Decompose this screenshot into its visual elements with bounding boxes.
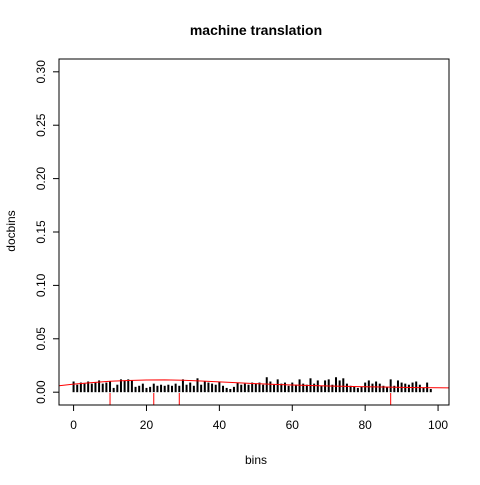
y-tick-label: 0.15: [34, 220, 48, 244]
x-tick-label: 100: [428, 418, 448, 432]
chart-title: machine translation: [190, 22, 322, 38]
plot-layer: [58, 377, 450, 405]
y-tick-label: 0.00: [34, 380, 48, 404]
x-tick-label: 80: [358, 418, 372, 432]
plot-frame: [58, 58, 450, 406]
x-axis-label: bins: [245, 453, 267, 467]
x-tick-label: 60: [286, 418, 300, 432]
x-tick-label: 0: [70, 418, 77, 432]
x-tick-label: 40: [213, 418, 227, 432]
y-tick-label: 0.05: [34, 327, 48, 351]
y-tick-label: 0.30: [34, 60, 48, 84]
y-axis-label: docbins: [4, 210, 18, 251]
density-curve: [58, 379, 450, 389]
y-tick-label: 0.25: [34, 113, 48, 137]
x-tick-label: 20: [140, 418, 154, 432]
y-tick-label: 0.10: [34, 273, 48, 297]
y-tick-label: 0.20: [34, 167, 48, 191]
